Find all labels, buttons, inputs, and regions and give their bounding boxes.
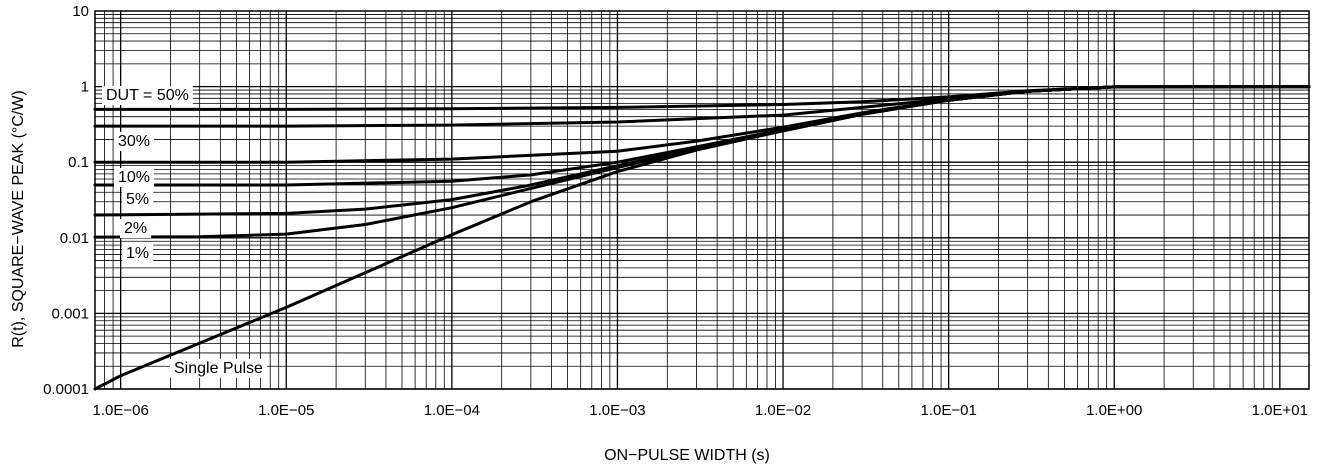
y-tick-labels: 10 1 0.1 0.01 0.001 0.0001	[43, 3, 89, 398]
plot-frame	[94, 10, 1310, 390]
series-lines	[93, 85, 1311, 391]
x-tick-label: 1.0E+01	[1252, 402, 1308, 419]
y-axis-label: R(t), SQUARE−WAVE PEAK (°C/W)	[10, 90, 27, 348]
series-label: 10%	[118, 169, 150, 186]
x-tick-label: 1.0E−04	[424, 402, 480, 419]
grid	[94, 11, 1309, 390]
x-tick-label: 1.0E−02	[755, 402, 811, 419]
y-tick-label: 0.01	[60, 230, 89, 247]
x-axis-label: ON−PULSE WIDTH (s)	[604, 447, 770, 464]
series-labels: DUT = 50% 30% 10% 5% 2% 1% Single Pulse	[102, 86, 268, 378]
y-tick-label: 0.0001	[43, 381, 89, 398]
y-tick-label: 0.1	[68, 154, 89, 171]
y-tick-label: 10	[72, 3, 89, 20]
y-tick-label: 1	[81, 79, 89, 96]
series-label: Single Pulse	[174, 360, 263, 377]
series-label-bg	[122, 190, 154, 209]
series-line	[93, 85, 1311, 391]
series-label-bg	[170, 359, 268, 378]
series-label: DUT = 50%	[106, 87, 189, 104]
y-tick-label: 0.001	[51, 305, 89, 322]
series-label-bg	[102, 86, 193, 105]
series-label: 30%	[118, 133, 150, 150]
x-tick-label: 1.0E−06	[92, 402, 148, 419]
x-tick-label: 1.0E+00	[1086, 402, 1142, 419]
series-label: 2%	[124, 220, 147, 237]
series-label: 1%	[126, 245, 149, 262]
series-label-bg	[114, 168, 155, 187]
x-tick-labels: 1.0E−06 1.0E−05 1.0E−04 1.0E−03 1.0E−02 1.0E−…	[92, 402, 1308, 419]
series-label-bg	[120, 219, 152, 238]
x-tick-label: 1.0E−01	[920, 402, 976, 419]
x-tick-label: 1.0E−03	[589, 402, 645, 419]
series-label: 5%	[126, 191, 149, 208]
series-label-bg	[122, 244, 154, 263]
series-line	[93, 85, 1311, 187]
series-label-bg	[114, 132, 155, 151]
x-tick-label: 1.0E−05	[258, 402, 314, 419]
